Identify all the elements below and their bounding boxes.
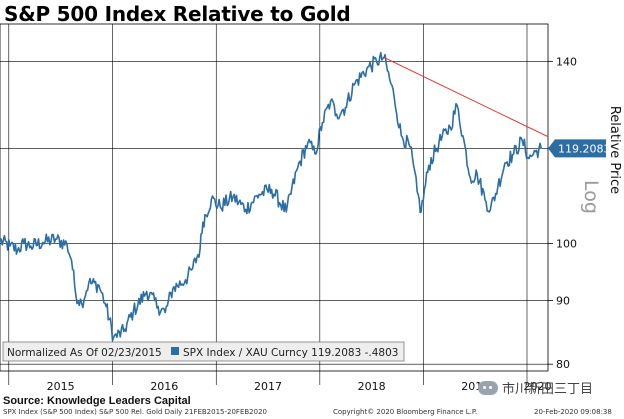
vertical-gridlines: [8, 24, 528, 385]
footer-copyright: Copyright© 2020 Bloomberg Finance L.P.: [333, 408, 478, 416]
legend-box: [2, 341, 405, 362]
y-tick-label: 100: [556, 237, 577, 250]
trendline-group: [383, 57, 549, 138]
y-tick-label: 90: [556, 294, 570, 307]
y-tick-label: 80: [556, 358, 570, 371]
y-axis-label: Relative Price: [607, 106, 622, 194]
legend-swatch: [171, 347, 179, 355]
watermark: 市川新田三丁目: [478, 378, 593, 397]
y-tick-label: 140: [556, 55, 577, 68]
last-value-tag-text: 119.2083: [558, 142, 611, 155]
series-line-spx-xau: [0, 51, 542, 342]
wechat-icon: [478, 380, 498, 395]
log-scale-label: Log: [580, 180, 602, 214]
last-value-group: 119.2083: [548, 139, 611, 158]
legend-series-name: SPX Index / XAU Curncy: [183, 347, 308, 359]
x-axis-ticks: 2015 2016 2017 2018 2019 2020: [47, 380, 552, 393]
x-tick-label: 2020: [523, 380, 551, 393]
footer-timestamp: 20-Feb-2020 09:08:38: [534, 408, 612, 416]
watermark-text: 市川新田三丁目: [502, 381, 594, 396]
series-group: [0, 51, 542, 342]
footer-security-info: SPX Index (S&P 500 Index) S&P 500 Rel. G…: [3, 408, 267, 416]
x-tick-label: 2015: [47, 380, 75, 393]
legend-change: -.4803: [365, 347, 399, 359]
legend-entry: SPX Index / XAU Curncy 119.2083 -.4803: [183, 347, 398, 359]
source-credit: Source: Knowledge Leaders Capital: [3, 395, 191, 407]
trendline: [383, 57, 549, 138]
plot-frame: [0, 23, 549, 372]
y-axis-ticks: 80 90 100 140: [548, 55, 577, 371]
chart-title: S&P 500 Index Relative to Gold: [4, 2, 351, 26]
x-tick-label: 2016: [150, 380, 178, 393]
legend-note: Normalized As Of 02/23/2015: [7, 347, 162, 359]
last-value-tag: [548, 139, 606, 158]
x-tick-label: 2017: [254, 380, 282, 393]
x-tick-label: 2018: [358, 380, 386, 393]
legend-last-value: 119.2083: [311, 347, 361, 359]
horizontal-gridlines: [0, 61, 548, 365]
